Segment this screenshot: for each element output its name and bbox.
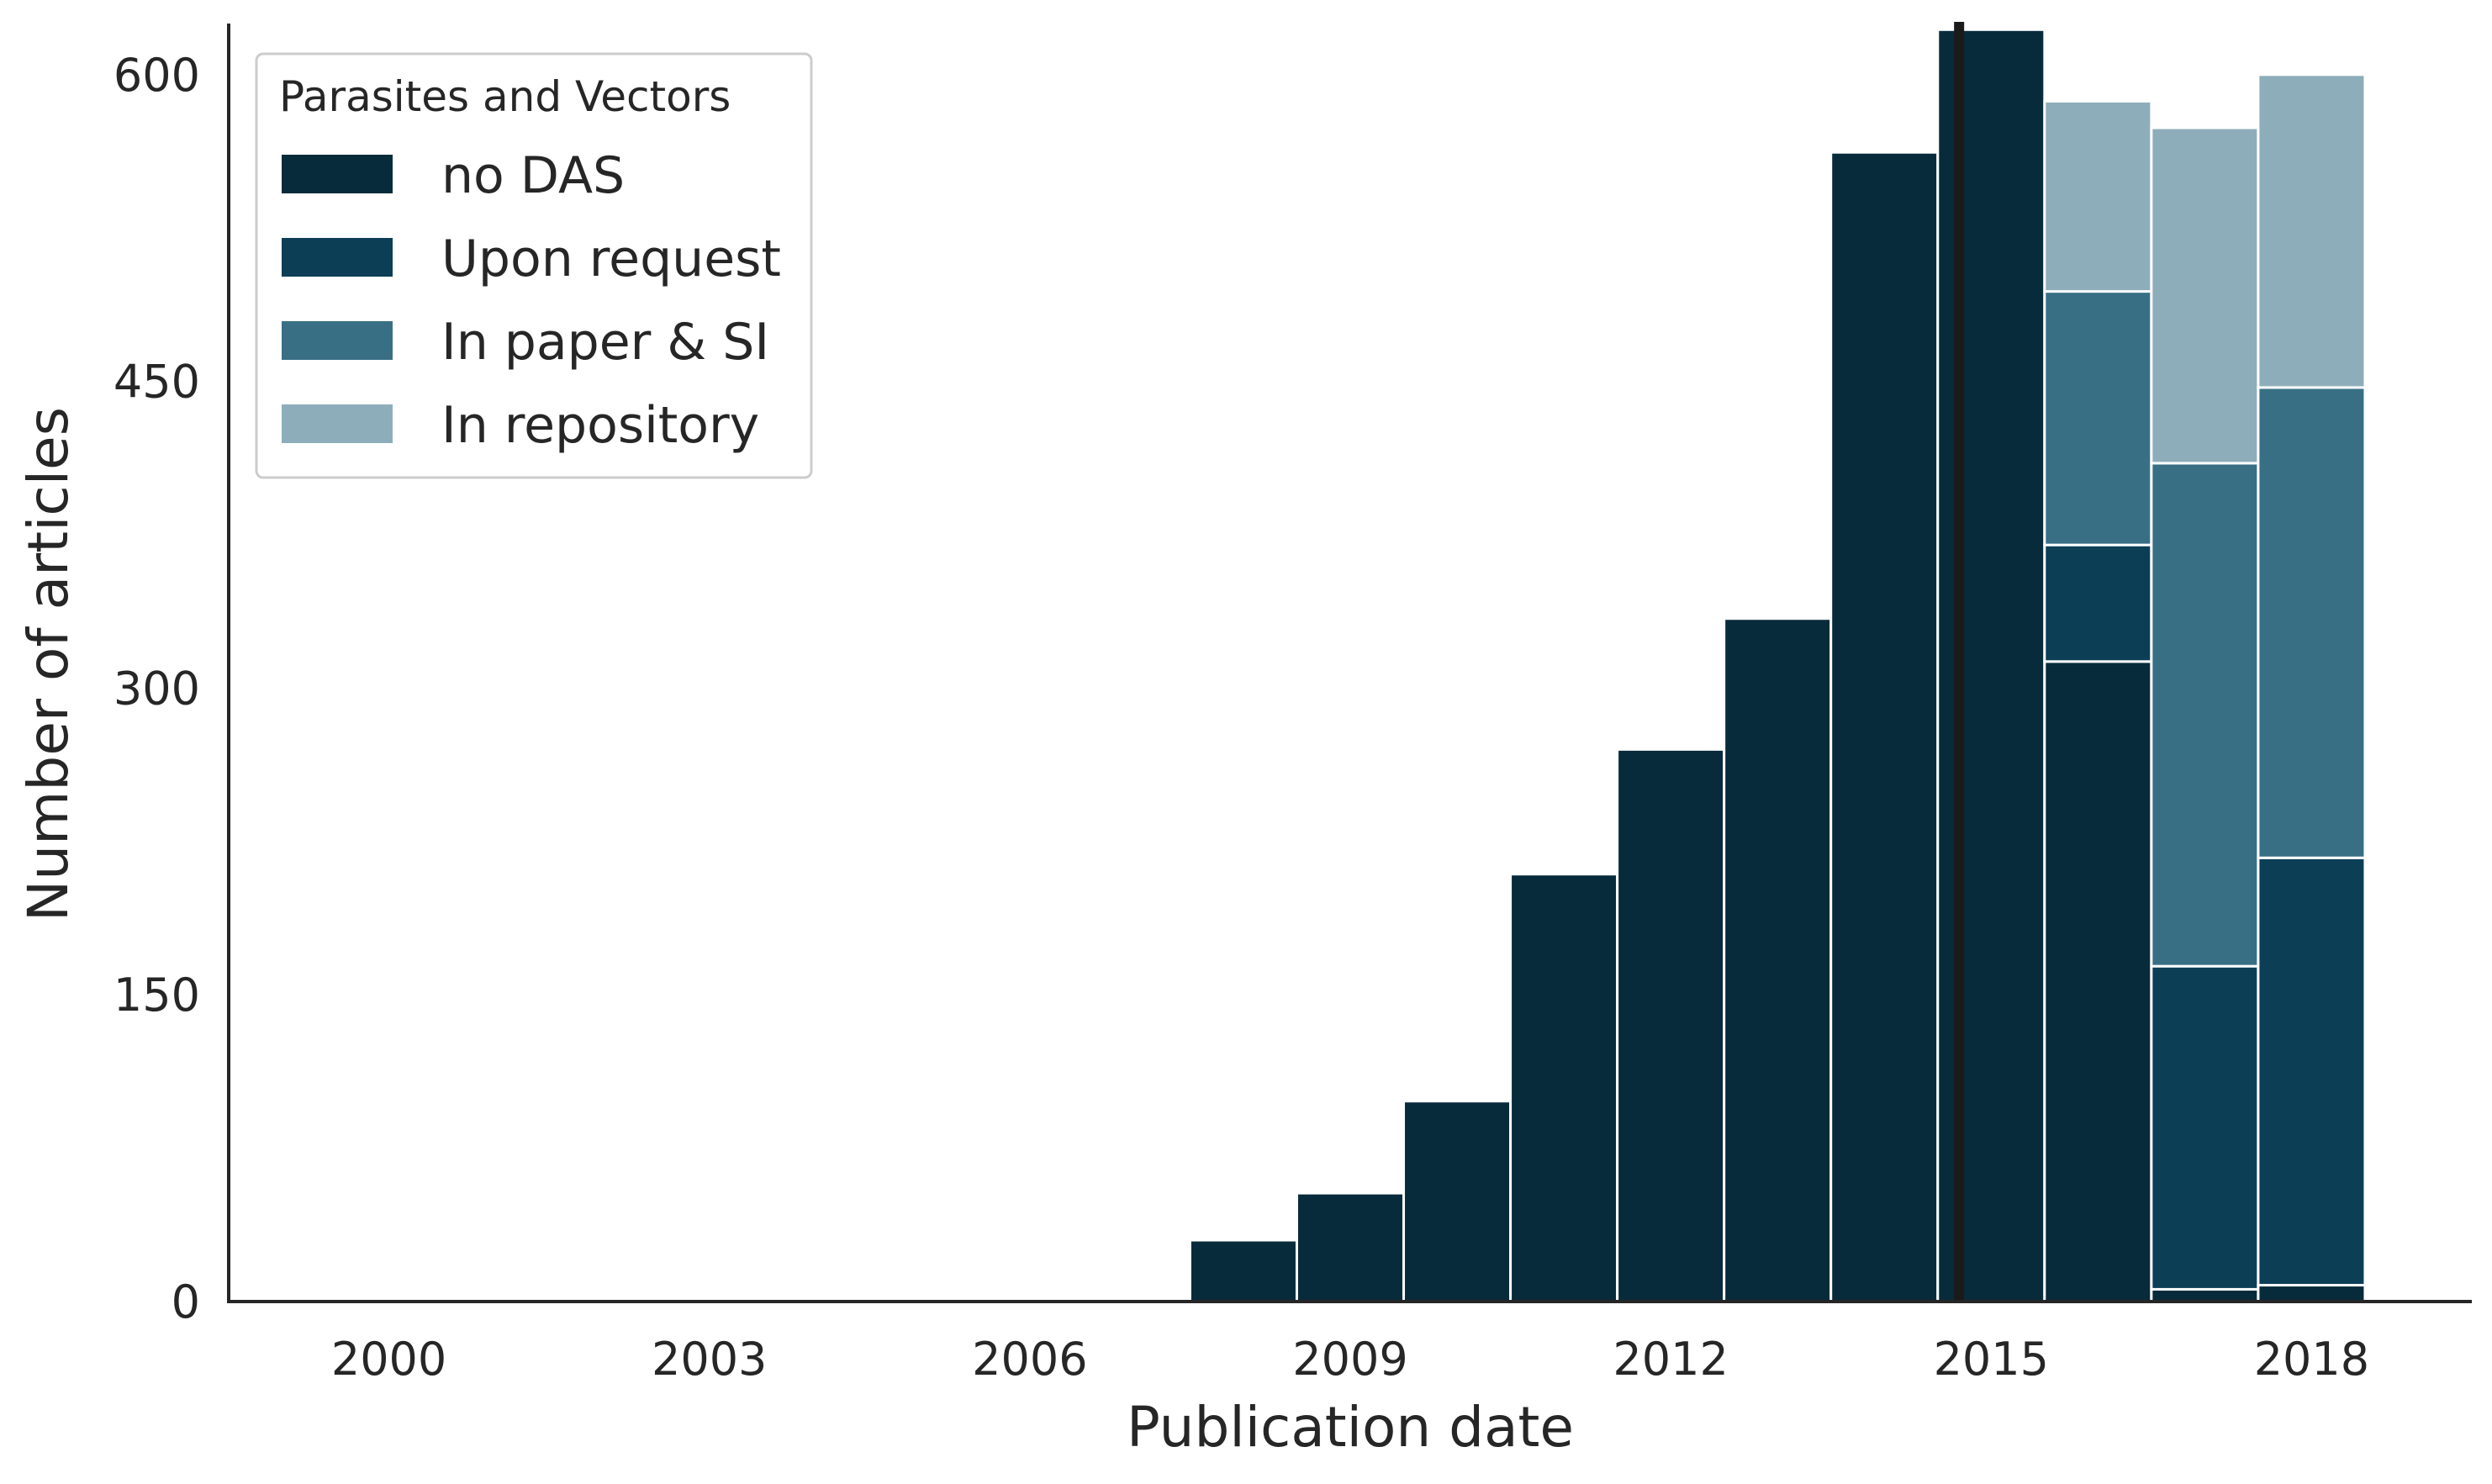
- y-tick-label-600: 600: [114, 49, 200, 102]
- bar-upon-request-2016: [2043, 543, 2153, 663]
- y-tick-label-150: 150: [114, 969, 200, 1022]
- bar-no-das-2009: [1295, 1191, 1406, 1303]
- legend-items: no DAS Upon request In paper & SI In reposi…: [282, 146, 781, 455]
- legend-label-upon-request: Upon request: [441, 230, 781, 288]
- bar-no-das-2013: [1723, 617, 1833, 1303]
- legend-swatch-upon-request: [282, 238, 393, 277]
- x-tick-label-2003: 2003: [652, 1333, 767, 1386]
- bar-in-repository-2018: [2257, 73, 2367, 389]
- legend-label-in-repository: In repository: [441, 396, 759, 455]
- legend-label-in-paper-si: In paper & SI: [441, 313, 769, 372]
- bar-in-paper-si-2017: [2150, 462, 2260, 968]
- bar-no-das-2008: [1188, 1238, 1298, 1303]
- y-tick-label-300: 300: [114, 662, 200, 715]
- y-tick-label-450: 450: [114, 356, 200, 409]
- legend-swatch-no-das: [282, 155, 393, 193]
- legend-label-no-das: no DAS: [441, 146, 625, 205]
- x-tick-label-2009: 2009: [1292, 1333, 1407, 1386]
- y-tick-label-0: 0: [172, 1275, 200, 1328]
- bar-no-das-2010: [1402, 1100, 1513, 1303]
- x-axis-label: Publication date: [1127, 1395, 1574, 1460]
- x-tick-label-2006: 2006: [972, 1333, 1087, 1386]
- y-axis-label: Number of articles: [16, 407, 81, 922]
- bar-no-das-2011: [1509, 873, 1619, 1303]
- bar-no-das-2012: [1616, 747, 1726, 1303]
- legend-swatch-in-paper-si: [282, 321, 393, 360]
- y-tick-labels: 0 150 300 450 600: [114, 49, 200, 1328]
- bar-no-das-2015: [1936, 28, 2046, 1303]
- x-tick-label-2015: 2015: [1934, 1333, 2049, 1386]
- x-tick-labels: 2000 2003 2006 2009 2012 2015 2018: [331, 1333, 2369, 1386]
- bar-in-repository-2017: [2150, 126, 2260, 465]
- bar-no-das-2014: [1829, 151, 1940, 1303]
- x-tick-label-2012: 2012: [1613, 1333, 1728, 1386]
- bar-no-das-2017: [2150, 1287, 2260, 1303]
- bar-in-repository-2016: [2043, 99, 2153, 293]
- bar-in-paper-si-2018: [2257, 386, 2367, 859]
- axes: [227, 24, 2472, 1303]
- bar-upon-request-2017: [2150, 964, 2260, 1291]
- x-tick-label-2000: 2000: [331, 1333, 446, 1386]
- legend-swatch-in-repository: [282, 404, 393, 443]
- bars-layer: [1188, 28, 2367, 1303]
- bar-in-paper-si-2016: [2043, 290, 2153, 547]
- x-tick-label-2018: 2018: [2254, 1333, 2369, 1386]
- legend: Parasites and Vectors no DAS Upon request…: [255, 52, 813, 479]
- bar-upon-request-2018: [2257, 856, 2367, 1287]
- bar-no-das-2018: [2257, 1284, 2367, 1303]
- legend-frame: [255, 52, 813, 479]
- bar-no-das-2016: [2043, 660, 2153, 1303]
- legend-title: Parasites and Vectors: [279, 72, 731, 121]
